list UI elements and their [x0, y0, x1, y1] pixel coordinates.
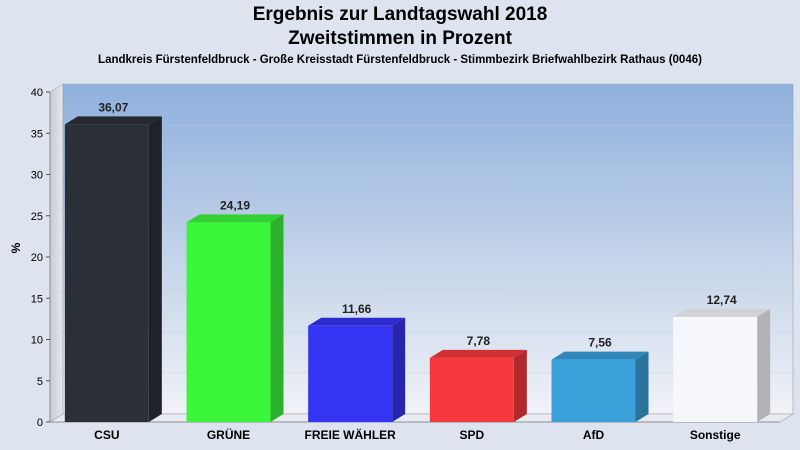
- x-axis-labels: CSU GRÜNE FREIE WÄHLER SPD AfD Sonstige: [94, 427, 741, 442]
- bar-front: [551, 359, 636, 422]
- x-tick-label: CSU: [94, 428, 119, 442]
- y-tick-label: 25: [31, 211, 43, 223]
- data-label: 7,78: [467, 334, 491, 348]
- bar-top: [429, 349, 527, 358]
- x-tick-label: FREIE WÄHLER: [304, 427, 396, 442]
- plot-side-wall: [49, 83, 64, 423]
- bar-side: [513, 349, 527, 422]
- y-tick-label: 20: [31, 252, 43, 264]
- grid-line: [49, 124, 793, 134]
- y-tick-label: 35: [31, 128, 43, 140]
- grid-line: [49, 166, 793, 175]
- bar-afd: 7,56: [551, 336, 649, 422]
- bar-top: [186, 214, 284, 223]
- bar-spd: 7,78: [429, 334, 527, 422]
- bar-front: [308, 325, 393, 422]
- bar-front: [429, 357, 514, 422]
- y-tick-label: 30: [31, 170, 43, 182]
- x-tick-label: GRÜNE: [207, 427, 250, 442]
- bar-csu: 36,07: [64, 100, 162, 423]
- bar-sonstige: 12,74: [673, 293, 771, 422]
- bar-side: [757, 308, 771, 422]
- data-label: 7,56: [588, 336, 612, 350]
- bar-top: [673, 308, 771, 317]
- bar-side: [635, 351, 649, 422]
- x-tick-label: Sonstige: [690, 428, 741, 442]
- x-tick-label: AfD: [583, 428, 605, 442]
- y-axis: 0 5 10 15 20 25 30 35 40: [31, 87, 51, 429]
- bar-front: [64, 124, 149, 423]
- chart-caption: Landkreis Fürstenfeldbruck - Große Kreis…: [98, 54, 702, 66]
- grid-line: [49, 207, 793, 217]
- y-tick-label: 40: [31, 87, 43, 99]
- chart-subtitle: Zweitstimmen in Prozent: [288, 28, 512, 49]
- y-tick-label: 0: [37, 417, 43, 429]
- bar-top: [308, 317, 406, 326]
- data-label: 11,66: [342, 302, 372, 316]
- grid-lines: [49, 83, 793, 382]
- data-label: 12,74: [707, 293, 737, 307]
- data-label: 24,19: [220, 198, 250, 212]
- bar-top: [64, 116, 162, 125]
- x-tick-label: SPD: [459, 428, 484, 442]
- bar-side: [148, 116, 162, 423]
- bar-side: [270, 214, 284, 422]
- y-tick-label: 5: [37, 376, 43, 388]
- data-label: 36,07: [98, 100, 128, 114]
- y-axis-label: %: [9, 242, 23, 253]
- bar-front: [673, 316, 758, 422]
- bar-grüne: 24,19: [186, 198, 284, 422]
- grid-line: [49, 248, 793, 258]
- bars: 36,07 24,19 11,66 7,78 7,56 12,74: [64, 100, 771, 423]
- grid-line: [49, 331, 793, 340]
- bar-front: [186, 222, 271, 422]
- bar-freie-wähler: 11,66: [308, 302, 406, 422]
- bar-side: [392, 317, 406, 422]
- grid-line: [49, 372, 793, 382]
- grid-line: [49, 83, 793, 93]
- chart-title: Ergebnis zur Landtagswahl 2018: [252, 4, 548, 25]
- y-tick-label: 15: [31, 293, 43, 305]
- bar-top: [551, 351, 649, 360]
- y-tick-label: 10: [31, 335, 43, 347]
- grid-line: [49, 289, 793, 299]
